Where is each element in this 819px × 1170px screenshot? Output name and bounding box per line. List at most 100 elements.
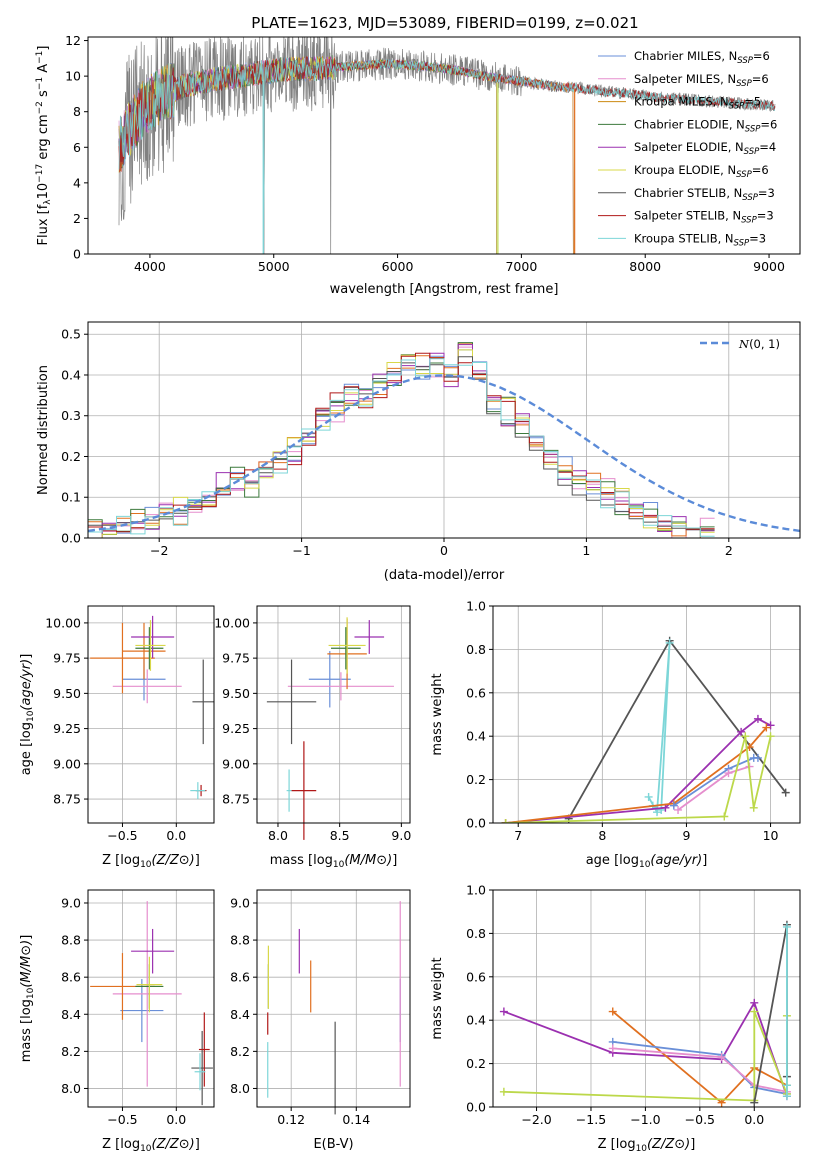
legend-label: Kroupa STELIB, NSSP=3 bbox=[634, 231, 766, 248]
weight-marker bbox=[750, 998, 759, 1007]
weight-marker bbox=[782, 1092, 791, 1101]
y-tick-label: 8.4 bbox=[61, 1007, 81, 1022]
legend-label: N(0, 1) bbox=[738, 337, 780, 351]
x-axis-label: E(B-V) bbox=[313, 1137, 353, 1152]
x-tick-label: 0 bbox=[440, 543, 448, 558]
x-axis-label: Z [log10(Z/Z⊙)] bbox=[102, 853, 200, 870]
y-tick-label: 9.75 bbox=[53, 651, 81, 666]
data-point-errorbar bbox=[135, 620, 166, 671]
weight-line bbox=[647, 642, 671, 816]
y-tick-label: 0.0 bbox=[466, 1100, 486, 1115]
x-tick-label: −1.5 bbox=[576, 1112, 606, 1127]
y-tick-label: 0.0 bbox=[466, 816, 486, 831]
x-tick-label: 8000 bbox=[629, 259, 661, 274]
y-tick-label: 0.6 bbox=[466, 685, 486, 700]
legend-entry: Salpeter ELODIE, NSSP=4 bbox=[598, 140, 776, 157]
legend-entry: Kroupa STELIB, NSSP=3 bbox=[598, 231, 766, 248]
z-mass-panel: −0.5 0.0 8.0 8.2 8.4 8.6 8.8 9.0 Z [log10(Z/Z⊙)]… bbox=[19, 889, 215, 1154]
x-tick-label: 9.0 bbox=[391, 828, 411, 843]
gaussian-curve bbox=[88, 374, 800, 533]
y-axis-label: mass weight bbox=[430, 957, 445, 1039]
legend-entry: Chabrier STELIB, NSSP=3 bbox=[598, 186, 775, 203]
x-tick-label: 5000 bbox=[258, 259, 290, 274]
data-point-errorbar bbox=[266, 659, 317, 745]
model-spectrum-line bbox=[118, 57, 775, 254]
age-weight-panel: 7 8 9 10 0.0 0.2 0.4 0.6 0.8 1.0 age [log10(age/yr… bbox=[430, 599, 801, 870]
y-tick-label: 8.8 bbox=[230, 933, 250, 948]
y-tick-label: 6 bbox=[73, 140, 81, 155]
y-tick-label: 8.8 bbox=[61, 933, 81, 948]
axes-frame bbox=[256, 889, 411, 1108]
weight-marker bbox=[737, 727, 746, 736]
data-point-errorbar bbox=[191, 1030, 213, 1106]
y-tick-label: 10.00 bbox=[45, 615, 81, 630]
weight-marker bbox=[750, 1007, 759, 1016]
y-tick-label: 9.50 bbox=[222, 686, 250, 701]
data-point-errorbar bbox=[286, 769, 292, 812]
x-tick-label: 9000 bbox=[753, 259, 785, 274]
y-tick-label: 0.4 bbox=[466, 1013, 486, 1028]
data-point-errorbar bbox=[112, 901, 182, 1087]
legend-label: Salpeter MILES, NSSP=6 bbox=[634, 72, 769, 89]
x-tick-label: 0.14 bbox=[342, 1112, 370, 1127]
data-point-errorbar bbox=[308, 651, 351, 708]
y-tick-label: 8.75 bbox=[222, 792, 250, 807]
y-axis-label: Flux [fλ10−17 erg cm−2 s−1 A−1] bbox=[35, 46, 53, 246]
weight-marker bbox=[499, 1007, 508, 1016]
data-point-errorbar bbox=[136, 956, 163, 1013]
x-tick-label: 4000 bbox=[134, 259, 166, 274]
y-tick-label: 0.4 bbox=[466, 729, 486, 744]
legend-entry: Salpeter STELIB, NSSP=3 bbox=[598, 209, 774, 226]
weight-plot-area bbox=[499, 920, 791, 1107]
x-tick-label: 0.0 bbox=[166, 1112, 186, 1127]
z-age-panel: −0.5 0.0 8.75 9.00 9.25 9.50 9.75 10.00 Z [log10… bbox=[19, 605, 215, 870]
y-tick-label: 9.50 bbox=[53, 686, 81, 701]
x-tick-label: 0.0 bbox=[166, 828, 186, 843]
legend-entry: Chabrier MILES, NSSP=6 bbox=[598, 49, 770, 66]
y-tick-label: 9.0 bbox=[230, 895, 250, 910]
axes-frame bbox=[87, 605, 215, 824]
axes-frame bbox=[87, 36, 801, 255]
z-weight-panel: −2.0 −1.5 −1.0 −0.5 0.0 0.0 0.2 0.4 0.6 0.8 1.0 Z [… bbox=[430, 883, 801, 1154]
legend-label: Kroupa ELODIE, NSSP=6 bbox=[634, 163, 769, 180]
y-tick-label: 8.2 bbox=[230, 1044, 250, 1059]
weight-marker bbox=[753, 753, 762, 762]
residual-histogram bbox=[88, 358, 715, 537]
x-tick-label: 7 bbox=[514, 828, 522, 843]
residuals-panel: −2 −1 0 1 2 0.0 0.1 0.2 0.3 0.4 0.5 N(0, 1) (data-mo… bbox=[36, 321, 801, 583]
data-point-errorbar bbox=[112, 669, 182, 704]
x-tick-label: 8.0 bbox=[268, 828, 288, 843]
y-tick-label: 8.0 bbox=[230, 1081, 250, 1096]
x-axis-label: Z [log10(Z/Z⊙)] bbox=[598, 1137, 696, 1154]
weight-marker bbox=[741, 732, 750, 741]
y-axis-label: mass weight bbox=[430, 673, 445, 755]
x-tick-label: −1 bbox=[292, 543, 310, 558]
spectrum-plot-area bbox=[118, 37, 776, 254]
y-tick-label: 0.2 bbox=[466, 772, 486, 787]
x-tick-label: −0.5 bbox=[107, 1112, 137, 1127]
x-tick-label: 8.5 bbox=[330, 828, 350, 843]
x-tick-label: 7000 bbox=[505, 259, 537, 274]
y-tick-label: 12 bbox=[65, 33, 81, 48]
y-tick-label: 0.2 bbox=[61, 449, 81, 464]
x-tick-label: 8 bbox=[598, 828, 606, 843]
legend-label: Chabrier MILES, NSSP=6 bbox=[634, 49, 770, 66]
y-tick-label: 9.0 bbox=[61, 895, 81, 910]
x-tick-label: −0.5 bbox=[107, 828, 137, 843]
data-point-errorbar bbox=[122, 622, 166, 680]
figure-title: PLATE=1623, MJD=53089, FIBERID=0199, z=0… bbox=[251, 14, 638, 32]
y-tick-label: 0.4 bbox=[61, 367, 81, 382]
weight-line bbox=[505, 726, 768, 823]
data-point-errorbar bbox=[198, 1012, 210, 1087]
x-tick-label: 9 bbox=[682, 828, 690, 843]
weight-marker bbox=[766, 732, 775, 741]
y-axis-label: Normed distribution bbox=[36, 365, 51, 495]
y-tick-label: 1.0 bbox=[466, 883, 486, 898]
weight-marker bbox=[766, 721, 775, 730]
weight-marker bbox=[750, 1098, 759, 1107]
model-spectrum-line bbox=[118, 56, 497, 254]
x-tick-label: 0.12 bbox=[277, 1112, 305, 1127]
weight-marker bbox=[724, 769, 733, 778]
weight-marker bbox=[608, 1007, 617, 1016]
x-axis-label: wavelength [Angstrom, rest frame] bbox=[330, 282, 559, 297]
